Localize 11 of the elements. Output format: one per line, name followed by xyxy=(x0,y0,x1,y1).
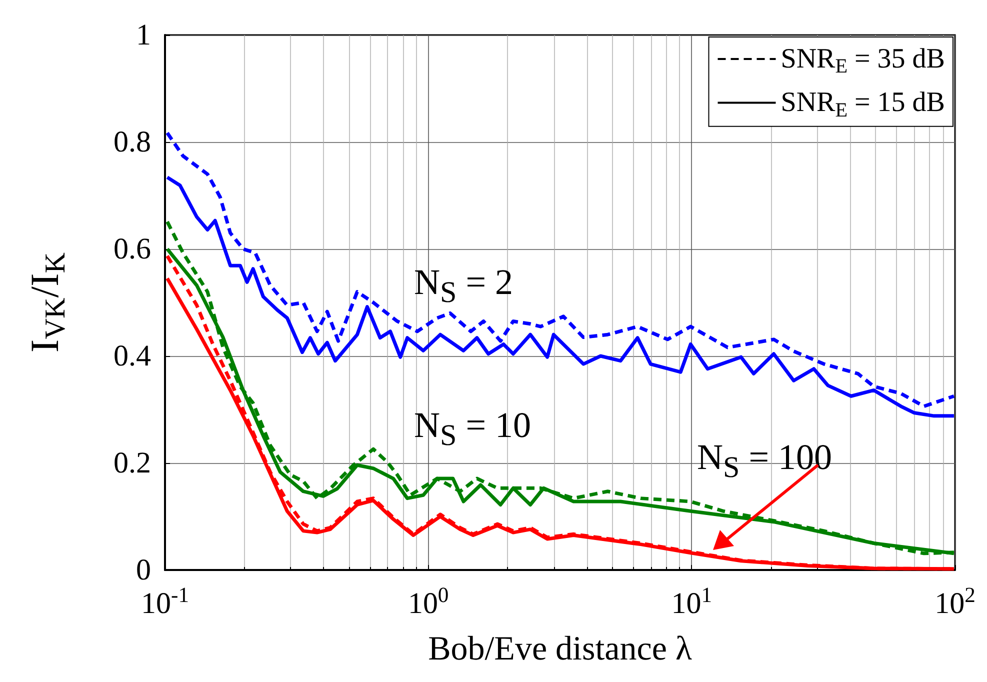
x-axis-title: Bob/Eve distance λ xyxy=(428,630,692,668)
y-tick-label: 0.2 xyxy=(114,446,151,480)
y-axis-title: IVK/IK xyxy=(22,252,72,353)
y-tick-label: 0.6 xyxy=(114,232,151,266)
annotation: N$_{S}$ = 100 xyxy=(697,437,832,486)
y-tick-label: 0.4 xyxy=(114,340,151,372)
y-tick-label: 1 xyxy=(136,18,151,52)
y-tick-label: 0.8 xyxy=(114,126,151,158)
annotation: N$_{S}$ = 10 xyxy=(414,405,531,454)
annotation: N$_{S}$ = 2 xyxy=(414,262,513,312)
y-tick-label: 0 xyxy=(136,554,151,586)
